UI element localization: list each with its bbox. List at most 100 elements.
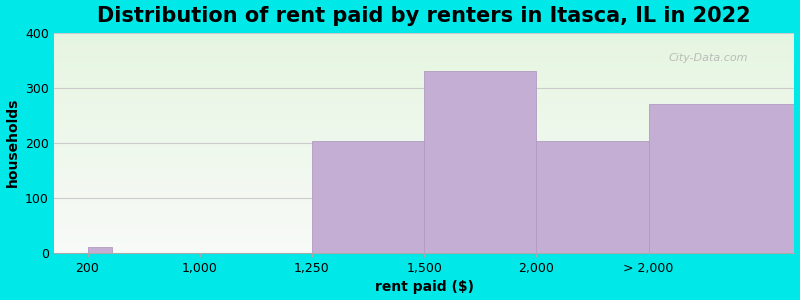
Bar bbox=[54, 188, 794, 189]
Bar bbox=[54, 45, 794, 46]
Bar bbox=[54, 234, 794, 235]
Bar bbox=[54, 105, 794, 106]
Bar bbox=[54, 230, 794, 231]
Bar bbox=[54, 191, 794, 192]
Bar bbox=[54, 71, 794, 72]
Bar bbox=[54, 122, 794, 123]
Bar bbox=[54, 62, 794, 64]
Bar bbox=[312, 141, 424, 253]
Bar bbox=[54, 175, 794, 176]
Bar bbox=[54, 57, 794, 58]
Bar bbox=[54, 176, 794, 177]
Bar bbox=[536, 141, 649, 253]
Bar bbox=[54, 160, 794, 161]
Bar bbox=[54, 204, 794, 206]
Bar bbox=[54, 143, 794, 144]
Bar bbox=[54, 118, 794, 120]
Bar bbox=[54, 135, 794, 136]
Bar bbox=[54, 54, 794, 55]
Bar bbox=[54, 93, 794, 94]
Bar bbox=[54, 164, 794, 165]
Bar bbox=[54, 170, 794, 171]
Bar bbox=[54, 114, 794, 115]
Bar bbox=[54, 242, 794, 243]
Bar bbox=[54, 211, 794, 212]
Bar bbox=[54, 220, 794, 221]
Bar bbox=[54, 60, 794, 61]
Bar bbox=[54, 107, 794, 109]
Bar bbox=[54, 46, 794, 47]
Bar bbox=[54, 140, 794, 141]
Bar bbox=[54, 37, 794, 38]
Bar bbox=[54, 40, 794, 41]
Bar bbox=[54, 126, 794, 128]
Bar bbox=[54, 178, 794, 179]
Bar bbox=[54, 146, 794, 147]
Bar bbox=[54, 38, 794, 39]
Bar bbox=[54, 90, 794, 91]
Bar bbox=[424, 71, 536, 253]
Bar bbox=[54, 148, 794, 149]
Bar bbox=[54, 232, 794, 233]
Bar bbox=[54, 229, 794, 230]
Y-axis label: households: households bbox=[6, 98, 19, 188]
Bar bbox=[54, 49, 794, 50]
Bar bbox=[54, 246, 794, 247]
Bar bbox=[54, 113, 794, 114]
Bar bbox=[54, 213, 794, 214]
Bar bbox=[54, 158, 794, 159]
Bar bbox=[54, 44, 794, 45]
Bar bbox=[54, 103, 794, 104]
Bar bbox=[54, 149, 794, 151]
Bar bbox=[54, 199, 794, 200]
Bar bbox=[54, 81, 794, 82]
Bar bbox=[54, 153, 794, 154]
Bar bbox=[54, 206, 794, 207]
Bar bbox=[54, 144, 794, 145]
Bar bbox=[54, 95, 794, 97]
Bar bbox=[54, 245, 794, 246]
Bar bbox=[54, 252, 794, 253]
Bar bbox=[54, 89, 794, 90]
Bar bbox=[54, 133, 794, 134]
Bar bbox=[54, 156, 794, 157]
Bar bbox=[54, 207, 794, 208]
Bar bbox=[54, 85, 794, 87]
Bar bbox=[54, 152, 794, 153]
Bar bbox=[54, 78, 794, 79]
Bar bbox=[54, 48, 794, 49]
Bar bbox=[54, 91, 794, 92]
Bar bbox=[54, 147, 794, 148]
Bar bbox=[54, 192, 794, 194]
X-axis label: rent paid ($): rent paid ($) bbox=[374, 280, 474, 294]
Bar bbox=[54, 83, 794, 84]
Bar bbox=[54, 231, 794, 232]
Bar bbox=[54, 82, 794, 83]
Bar bbox=[54, 102, 794, 103]
Bar bbox=[54, 99, 794, 100]
Bar bbox=[54, 227, 794, 229]
Bar bbox=[54, 186, 794, 187]
Bar bbox=[54, 51, 794, 52]
Bar bbox=[54, 110, 794, 111]
Bar bbox=[54, 92, 794, 93]
Bar bbox=[54, 76, 794, 77]
Bar bbox=[54, 157, 794, 158]
Bar bbox=[54, 74, 794, 76]
Bar bbox=[54, 208, 794, 209]
Bar bbox=[649, 104, 794, 253]
Bar bbox=[54, 52, 794, 54]
Bar bbox=[54, 241, 794, 242]
Bar bbox=[54, 117, 794, 119]
Bar bbox=[54, 214, 794, 215]
Bar bbox=[54, 233, 794, 234]
Bar bbox=[54, 55, 794, 56]
Bar bbox=[54, 194, 794, 196]
Bar bbox=[54, 215, 794, 217]
Bar bbox=[54, 221, 794, 222]
Bar bbox=[54, 240, 794, 241]
Bar bbox=[54, 100, 794, 101]
Bar bbox=[87, 248, 112, 253]
Bar bbox=[54, 124, 794, 125]
Bar bbox=[54, 131, 794, 132]
